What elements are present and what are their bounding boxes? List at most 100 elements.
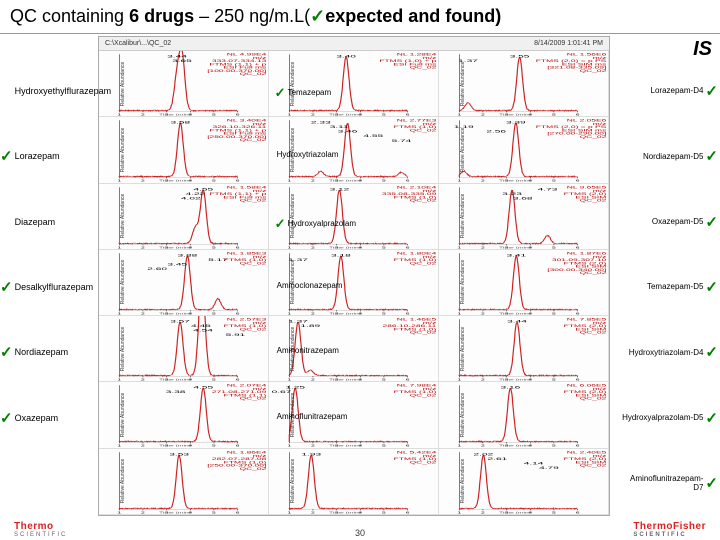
svg-text:Time (min): Time (min) — [499, 511, 531, 514]
logo-left-text: Thermo — [14, 521, 54, 532]
chromatogram-panel: 3.53NL 1.86E4m/z282.07-287.08FTMS (1,0)[… — [99, 449, 269, 515]
drug-label-right: Hydroxytriazolam-D4✓ — [622, 320, 718, 385]
svg-text:5.91: 5.91 — [226, 333, 246, 338]
check-icon: ✓ — [0, 409, 13, 427]
svg-text:5: 5 — [382, 445, 386, 448]
svg-text:1: 1 — [287, 180, 291, 183]
drug-label-left: ✓Lorazepam — [0, 123, 96, 188]
svg-text:5: 5 — [552, 246, 556, 249]
page-number: 30 — [355, 528, 365, 538]
svg-text:6: 6 — [406, 511, 410, 514]
svg-text:QC_02: QC_02 — [580, 136, 607, 140]
title-post: expected and found) — [325, 6, 501, 26]
drug-label-right: Nordiazepam-D5✓ — [622, 123, 718, 188]
right-drug-labels: Lorazepam-D4✓Nordiazepam-D5✓Oxazepam-D5✓… — [622, 58, 718, 516]
drug-label-left: ✓Hydroxyethylflurazepam — [0, 58, 96, 123]
svg-text:1: 1 — [457, 445, 461, 448]
check-icon: ✓ — [705, 82, 718, 100]
svg-text:2.61: 2.61 — [488, 456, 508, 461]
svg-text:6: 6 — [236, 246, 240, 249]
svg-text:2: 2 — [481, 180, 485, 183]
svg-text:Time (min): Time (min) — [499, 379, 531, 382]
svg-text:3.38: 3.38 — [166, 390, 186, 395]
chromatogram-panel: 3.391.192.56NL 2.05E6m/zFTMS (2,0) = p P… — [439, 117, 609, 183]
svg-text:Time (min): Time (min) — [329, 445, 361, 448]
chromatogram-panel: 2.022.614.144.79NL 2.40E5m/zFTMS (2,0)ES… — [439, 449, 609, 515]
svg-text:3.55: 3.55 — [510, 54, 530, 59]
svg-text:5: 5 — [212, 379, 216, 382]
svg-text:4.54: 4.54 — [193, 328, 214, 333]
svg-text:2: 2 — [311, 312, 315, 315]
svg-text:QC_02: QC_02 — [240, 73, 267, 77]
svg-text:QC_02: QC_02 — [580, 271, 607, 275]
svg-text:1: 1 — [287, 379, 291, 382]
svg-text:6: 6 — [406, 180, 410, 183]
svg-text:5: 5 — [552, 379, 556, 382]
svg-text:QC_02: QC_02 — [410, 129, 437, 133]
svg-text:2: 2 — [311, 114, 315, 117]
svg-text:2: 2 — [481, 312, 485, 315]
svg-text:6: 6 — [576, 246, 580, 249]
svg-text:3.40: 3.40 — [336, 54, 356, 59]
svg-text:Time (min): Time (min) — [329, 379, 361, 382]
svg-text:3.46: 3.46 — [338, 129, 358, 134]
svg-text:6: 6 — [406, 114, 410, 117]
check-icon: ✓ — [275, 216, 286, 232]
svg-text:QC_02: QC_02 — [240, 262, 267, 266]
svg-text:6: 6 — [576, 180, 580, 183]
slide-title: QC containing 6 drugs – 250 ng/m.L(✓expe… — [0, 0, 720, 34]
svg-text:6: 6 — [576, 379, 580, 382]
drug-label-right: Oxazepam-D5✓ — [622, 189, 718, 254]
svg-text:3.39: 3.39 — [506, 120, 526, 125]
check-icon: ✓ — [705, 474, 718, 492]
svg-text:1: 1 — [117, 511, 121, 514]
check-icon: ✓ — [705, 213, 718, 231]
chromatogram-panel: 4.553.38NL 2.07E4m/z271.08-271.09FTMS (1… — [99, 382, 269, 448]
svg-text:1: 1 — [457, 312, 461, 315]
svg-text:6: 6 — [576, 445, 580, 448]
svg-text:2: 2 — [311, 445, 315, 448]
svg-text:2: 2 — [141, 511, 145, 514]
svg-text:6: 6 — [236, 445, 240, 448]
drug-label-left: ✓Diazepam — [0, 189, 96, 254]
svg-text:QC_02: QC_02 — [410, 199, 437, 203]
drug-label-mid: ✓Hydroxyalprazolam — [275, 216, 356, 232]
svg-text:Time (min): Time (min) — [329, 180, 361, 183]
svg-text:QC_02: QC_02 — [580, 69, 607, 73]
svg-text:2: 2 — [141, 180, 145, 183]
svg-text:1: 1 — [287, 246, 291, 249]
svg-text:Time (min): Time (min) — [159, 445, 191, 448]
svg-text:1: 1 — [117, 246, 121, 249]
svg-text:1: 1 — [287, 114, 291, 117]
svg-text:3.44: 3.44 — [507, 319, 528, 324]
svg-text:1: 1 — [457, 379, 461, 382]
svg-text:3.65: 3.65 — [172, 59, 192, 64]
svg-text:QC_02: QC_02 — [580, 464, 607, 468]
svg-text:1: 1 — [287, 312, 291, 315]
svg-text:6: 6 — [236, 511, 240, 514]
svg-text:1.93: 1.93 — [301, 452, 321, 457]
svg-text:Time (min): Time (min) — [329, 511, 361, 514]
svg-text:5: 5 — [382, 246, 386, 249]
svg-text:3.58: 3.58 — [170, 120, 190, 125]
svg-text:Time (min): Time (min) — [499, 246, 531, 249]
svg-text:QC_02: QC_02 — [240, 199, 267, 203]
title-bold: 6 drugs — [129, 6, 194, 26]
svg-text:2: 2 — [141, 114, 145, 117]
svg-text:QC_02: QC_02 — [410, 461, 437, 465]
svg-text:Time (min): Time (min) — [329, 312, 361, 315]
svg-text:5: 5 — [212, 180, 216, 183]
svg-text:QC_02: QC_02 — [410, 331, 437, 335]
svg-text:Time (min): Time (min) — [159, 312, 191, 315]
svg-text:2: 2 — [311, 379, 315, 382]
chromatogram-panel: 3.443.65NL 4.99E4m/z333.07-334.13FTMS (1… — [99, 51, 269, 117]
svg-text:4.55: 4.55 — [363, 134, 383, 139]
chromatogram-panel: 4.733.233.68NL 9.65E5m/zFTMS (2,0)ESI SI… — [439, 184, 609, 250]
chart-window: C:\Xcalibur\...\QC_02 8/14/2009 1:01:41 … — [98, 36, 610, 516]
svg-text:4.73: 4.73 — [538, 187, 558, 192]
svg-text:5: 5 — [552, 445, 556, 448]
drug-label-right: Temazepam-D5✓ — [622, 254, 718, 319]
file-path: C:\Xcalibur\...\QC_02 — [105, 40, 171, 47]
title-mid: – 250 ng/m.L( — [194, 6, 310, 26]
svg-text:5: 5 — [382, 180, 386, 183]
